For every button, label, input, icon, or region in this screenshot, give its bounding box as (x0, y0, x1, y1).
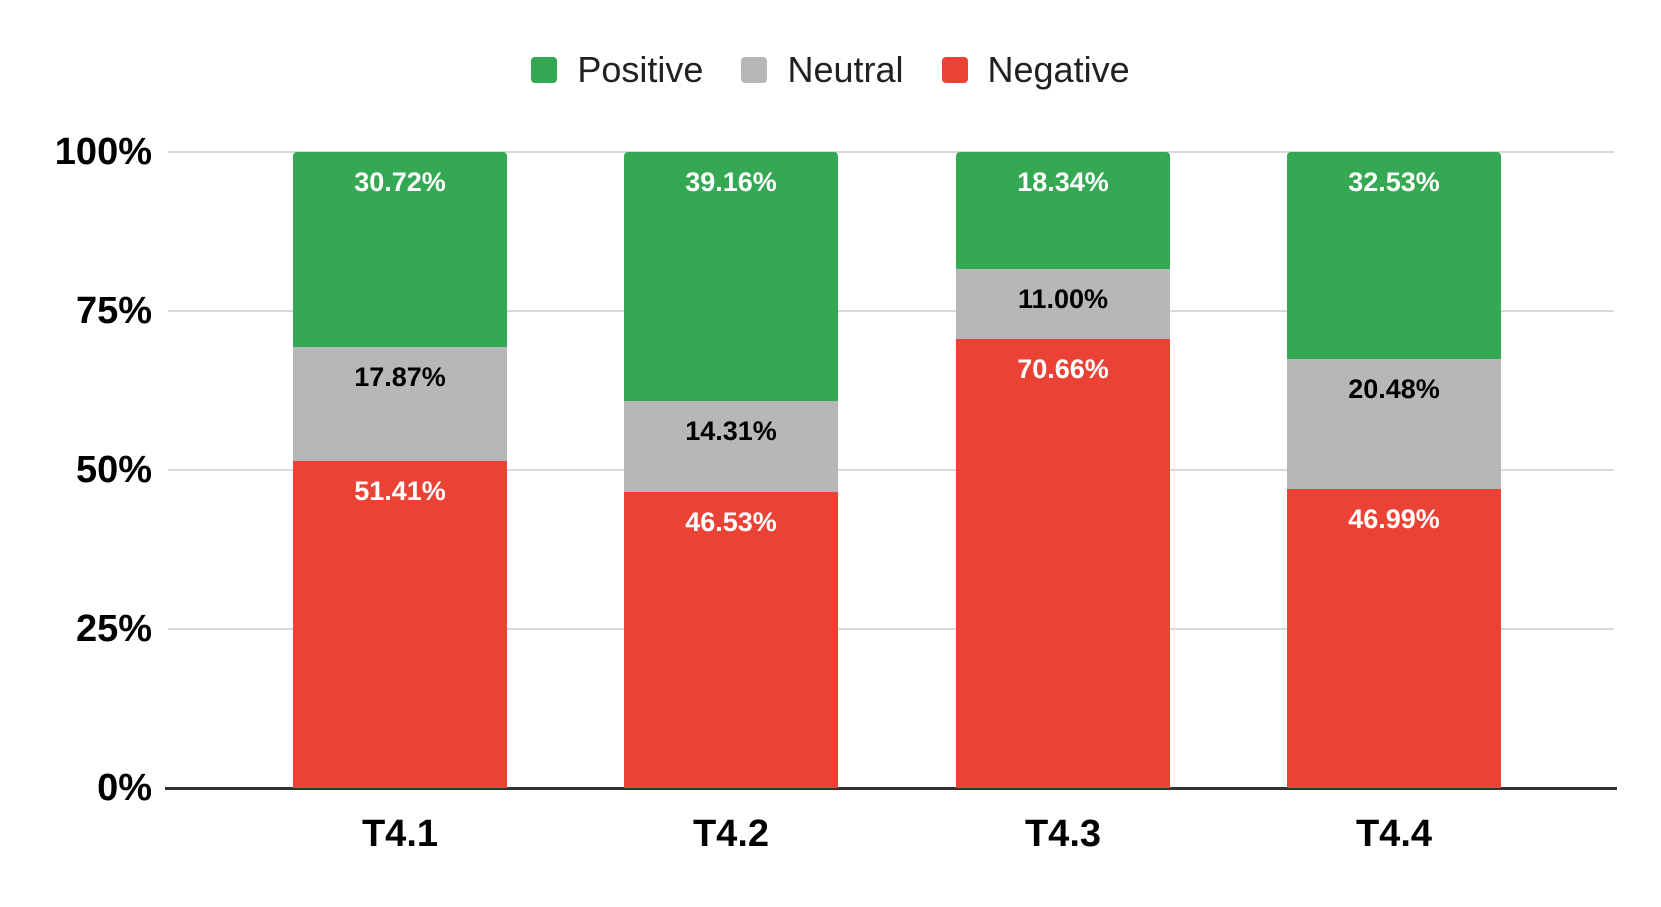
y-axis-tick-label: 100% (54, 131, 152, 173)
x-axis-category-label-T4.1: T4.1 (361, 813, 439, 855)
x-axis-line (165, 787, 1617, 790)
bar-segment-T4.3-negative[interactable]: 70.66% (956, 338, 1170, 788)
bar-T4.1: 30.72% 17.87% 51.41% (293, 152, 507, 788)
bar-segment-T4.4-negative[interactable]: 46.99% (1287, 489, 1501, 788)
legend-swatch-negative-icon (941, 57, 968, 83)
segment-value-label: 20.48% (1348, 373, 1440, 404)
legend-label: Positive (577, 49, 704, 90)
bar-segment-T4.4-positive[interactable]: 32.53% (1287, 152, 1501, 359)
segment-value-label: 70.66% (1017, 353, 1109, 384)
bar-segment-T4.2-neutral[interactable]: 14.31% (624, 401, 838, 493)
legend-item-positive[interactable]: Positive (531, 48, 703, 92)
segment-value-label: 32.53% (1348, 167, 1440, 197)
legend-label: Neutral (787, 49, 904, 90)
y-axis-tick-label: 25% (75, 608, 152, 650)
legend-label: Negative (987, 49, 1130, 90)
bar-segment-T4.1-positive[interactable]: 30.72% (293, 152, 507, 348)
chart-legend: Positive Neutral Negative (0, 44, 1661, 96)
bar-T4.2: 39.16% 14.31% 46.53% (624, 152, 838, 789)
segment-value-label: 39.16% (685, 167, 777, 197)
segment-value-label: 46.99% (1348, 504, 1440, 535)
y-axis-tick-label: 50% (75, 449, 152, 491)
y-axis-tick-label: 0% (97, 767, 152, 809)
y-axis-tick-label: 75% (75, 290, 152, 332)
legend-swatch-positive-icon (531, 57, 558, 83)
legend-item-negative[interactable]: Negative (941, 48, 1130, 92)
x-axis-category-label-T4.4: T4.4 (1355, 813, 1433, 855)
segment-value-label: 11.00% (1017, 283, 1109, 314)
bar-segment-T4.4-neutral[interactable]: 20.48% (1287, 358, 1501, 490)
bar-segment-T4.2-negative[interactable]: 46.53% (624, 492, 838, 789)
segment-value-label: 14.31% (685, 416, 777, 447)
segment-value-label: 18.34% (1017, 167, 1109, 197)
segment-value-label: 17.87% (354, 362, 446, 393)
segment-value-label: 46.53% (685, 507, 777, 538)
x-axis-category-label-T4.2: T4.2 (692, 813, 770, 855)
gridline-50% (168, 469, 1614, 471)
bar-T4.3: 18.34% 11.00% 70.66% (956, 152, 1170, 788)
gridline-75% (168, 310, 1614, 312)
x-axis-category-label-T4.3: T4.3 (1024, 813, 1102, 855)
bar-segment-T4.3-positive[interactable]: 18.34% (956, 152, 1170, 269)
bar-segment-T4.1-neutral[interactable]: 17.87% (293, 347, 507, 462)
legend-item-neutral[interactable]: Neutral (741, 48, 904, 92)
bar-segment-T4.3-neutral[interactable]: 11.00% (956, 268, 1170, 339)
bar-T4.4: 32.53% 20.48% 46.99% (1287, 152, 1501, 788)
segment-value-label: 30.72% (354, 167, 446, 197)
segment-value-label: 51.41% (354, 476, 446, 507)
gridline-100% (168, 151, 1614, 153)
gridline-25% (168, 628, 1614, 630)
bar-segment-T4.1-negative[interactable]: 51.41% (293, 461, 507, 788)
legend-swatch-neutral-icon (741, 57, 768, 83)
bar-segment-T4.2-positive[interactable]: 39.16% (624, 152, 838, 402)
